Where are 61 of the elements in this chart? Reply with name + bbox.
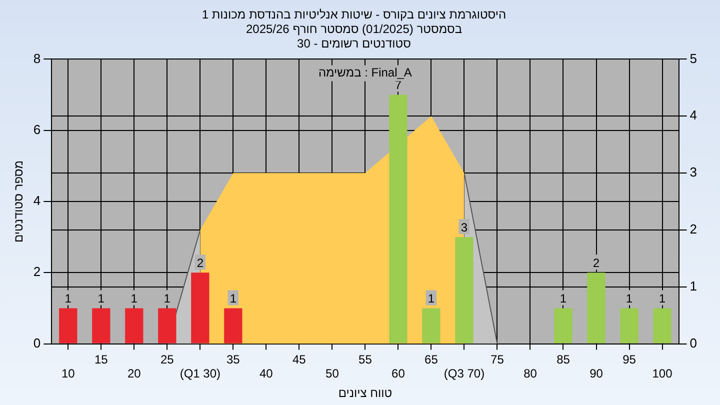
x-tick-label: 25 xyxy=(160,352,174,366)
x-tick-label: 35 xyxy=(226,352,240,366)
y2-tick-label: 5 xyxy=(690,50,698,66)
bar xyxy=(587,272,606,344)
bar xyxy=(653,308,672,344)
y-tick-label: 6 xyxy=(33,122,41,137)
x-tick-label: 80 xyxy=(524,366,538,381)
x-tick-label: 95 xyxy=(622,352,636,366)
x-tick-label: 60 xyxy=(392,366,406,381)
y-axis-title: מספר סטודנטים xyxy=(12,160,26,243)
bar xyxy=(455,237,474,344)
x-tick-label: 90 xyxy=(590,366,604,381)
x-tick-label: 45 xyxy=(292,352,306,366)
data-label: 7 xyxy=(394,78,402,92)
x-tick-label: 40 xyxy=(260,366,274,381)
y2-tick-label: 3 xyxy=(690,164,698,180)
bar xyxy=(125,308,144,344)
x-tick-label: 15 xyxy=(94,352,108,366)
y2-tick-label: 0 xyxy=(690,335,698,350)
data-label: 1 xyxy=(428,292,435,306)
x-tick-label: 100 xyxy=(652,366,673,381)
data-label: 2 xyxy=(592,256,600,270)
data-label: 1 xyxy=(98,292,105,306)
x-tick-label: 10 xyxy=(61,366,76,381)
x-tick-label: 65 xyxy=(424,352,438,366)
y-tick-label: 0 xyxy=(33,335,41,350)
bar xyxy=(389,94,408,344)
data-label: 1 xyxy=(658,292,666,306)
y-tick-label: 4 xyxy=(33,193,41,208)
bar xyxy=(92,308,110,344)
x-tick-label: (Q1 30) xyxy=(180,366,221,381)
x-tick-label: 75 xyxy=(490,352,504,366)
x-tick-label: 85 xyxy=(556,352,570,366)
data-label: 1 xyxy=(64,292,72,306)
bar xyxy=(620,308,638,344)
data-label: 1 xyxy=(164,292,171,306)
bar xyxy=(59,308,78,344)
y2-tick-label: 4 xyxy=(690,108,698,123)
bar xyxy=(158,308,176,344)
x-tick-label: (Q3 70) xyxy=(444,366,485,381)
y-tick-label: 8 xyxy=(33,50,41,66)
chart-subtitle: בסמסטר (01/2025) סמסטר חורף 2025/26 סטודנטים רשומים - 30 xyxy=(246,22,462,50)
y-tick-label: 2 xyxy=(33,264,41,280)
bar xyxy=(554,308,572,344)
bar xyxy=(422,308,440,344)
x-tick-label: 20 xyxy=(127,366,142,381)
annotation: במשימה : Final_A xyxy=(318,66,412,80)
data-label: 1 xyxy=(230,292,237,306)
data-label: 2 xyxy=(196,256,204,270)
data-label: 1 xyxy=(130,292,138,306)
x-axis-title: טווח ציונים xyxy=(338,386,392,400)
data-label: 3 xyxy=(460,220,468,234)
y2-tick-label: 1 xyxy=(690,278,698,294)
bar xyxy=(224,308,242,344)
data-label: 1 xyxy=(626,292,633,306)
chart-title: היסטוגרמת ציונים בקורס - שיטות אנליטיות בהנדסת מכונות 1 xyxy=(202,8,506,22)
data-label: 1 xyxy=(560,292,567,306)
bar xyxy=(191,272,210,344)
x-tick-label: 50 xyxy=(326,366,340,381)
x-tick-label: 55 xyxy=(358,352,372,366)
y2-tick-label: 2 xyxy=(690,222,698,237)
